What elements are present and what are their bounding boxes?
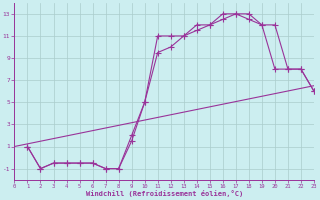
X-axis label: Windchill (Refroidissement éolien,°C): Windchill (Refroidissement éolien,°C) — [85, 190, 243, 197]
